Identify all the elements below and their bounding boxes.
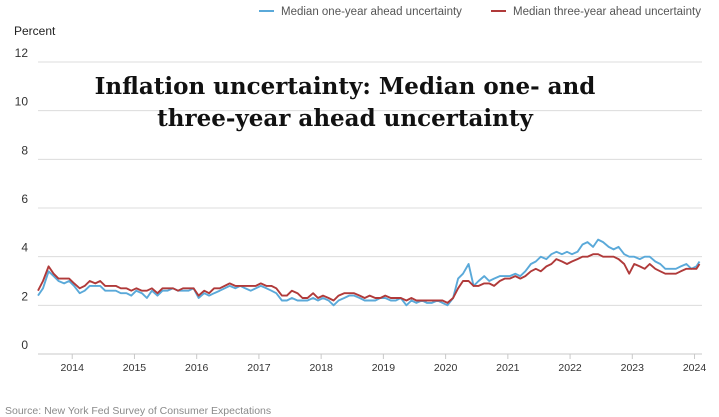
source-note: Source: New York Fed Survey of Consumer … — [5, 405, 271, 417]
x-tick-label: 2023 — [621, 362, 645, 374]
x-tick-label: 2015 — [123, 362, 147, 374]
chart-legend: Median one-year ahead uncertainty Median … — [259, 6, 701, 18]
chart-title-line-2: three-year ahead uncertainty — [157, 105, 533, 132]
series-lines — [37, 238, 701, 307]
y-tick-label: 12 — [15, 46, 29, 60]
x-tick-label: 2016 — [185, 362, 209, 374]
y-tick-label: 0 — [21, 338, 28, 352]
chart-title-line-1: Inflation uncertainty: Median one- and — [95, 73, 596, 100]
y-axis-label: Percent — [14, 24, 56, 38]
chart-title: Inflation uncertainty: Median one- and t… — [95, 73, 596, 132]
x-tick-label: 2020 — [434, 362, 458, 374]
y-tick-label: 2 — [21, 289, 28, 303]
legend-label-one-year: Median one-year ahead uncertainty — [281, 6, 462, 18]
y-axis-ticks: 0 2 4 6 8 10 12 — [15, 46, 29, 352]
y-tick-label: 10 — [15, 95, 29, 109]
x-tick-label: 2017 — [247, 362, 271, 374]
y-tick-label: 6 — [21, 192, 28, 206]
series-line-one-year — [37, 238, 701, 307]
y-tick-label: 4 — [21, 241, 28, 255]
legend-label-three-year: Median three-year ahead uncertainty — [513, 6, 701, 18]
y-tick-label: 8 — [21, 143, 28, 157]
x-axis: 2014 2015 2016 2017 2018 2019 2020 2021 2022 2023… — [38, 353, 707, 374]
x-tick-label: 2024 — [683, 362, 707, 374]
x-tick-label: 2018 — [309, 362, 333, 374]
gridlines — [38, 61, 702, 355]
x-tick-label: 2021 — [496, 362, 520, 374]
x-tick-label: 2022 — [558, 362, 582, 374]
x-tick-label: 2014 — [61, 362, 85, 374]
x-tick-label: 2019 — [372, 362, 396, 374]
series-line-three-year — [37, 253, 701, 304]
